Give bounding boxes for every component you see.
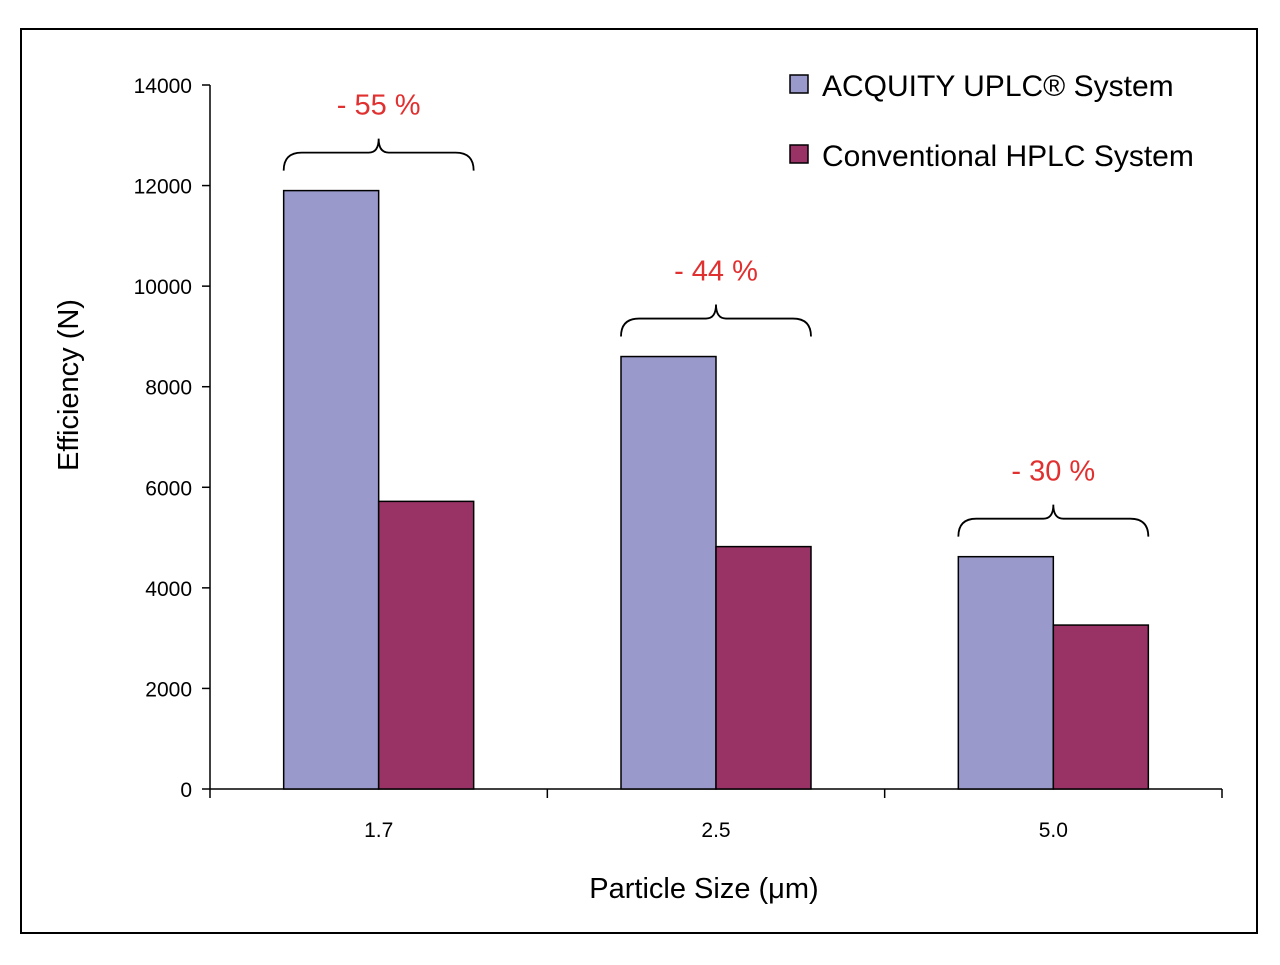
bar-hplc-5.0 [1052, 624, 1150, 790]
annotation-2.5: - 44 % [674, 256, 758, 288]
y-tick-label-1: 2000 [145, 678, 192, 701]
annotation-5.0: - 30 % [1011, 456, 1095, 488]
annotations: - 55 % - 44 % - 30 % [282, 90, 1150, 537]
legend-label-hplc: Conventional HPLC System [822, 140, 1194, 173]
annotation-1.7: - 55 % [337, 90, 421, 122]
bars [282, 189, 1150, 790]
y-tick-label-0: 0 [180, 779, 192, 802]
y-tick-label-6: 12000 [134, 176, 192, 199]
y-tick-label-7: 14000 [134, 75, 192, 98]
y-tick-label-2: 4000 [145, 578, 192, 601]
bar-hplc-1.7 [377, 500, 475, 790]
y-axis-title: Efficiency (N) [53, 299, 85, 471]
y-tick-label-3: 6000 [145, 477, 192, 500]
y-tick-label-5: 10000 [134, 276, 192, 299]
legend: ACQUITY UPLC® System Conventional HPLC S… [789, 70, 1194, 173]
bar-acquity-2.5 [620, 355, 717, 790]
brace-5.0 [957, 504, 1150, 537]
brace-2.5 [620, 304, 812, 337]
brace-1.7 [282, 138, 475, 171]
legend-label-acquity: ACQUITY UPLC® System [822, 70, 1174, 103]
bar-acquity-1.7 [282, 189, 380, 790]
x-axis-title: Particle Size (μm) [589, 873, 818, 905]
x-tick-label-1: 2.5 [701, 819, 730, 842]
legend-swatch-acquity [789, 74, 809, 94]
y-tick-label-4: 8000 [145, 377, 192, 400]
x-tick-label-0: 1.7 [364, 819, 393, 842]
bar-hplc-2.5 [715, 545, 812, 790]
bar-acquity-5.0 [957, 555, 1055, 790]
x-tick-label-2: 5.0 [1039, 819, 1068, 842]
legend-swatch-hplc [789, 144, 809, 164]
